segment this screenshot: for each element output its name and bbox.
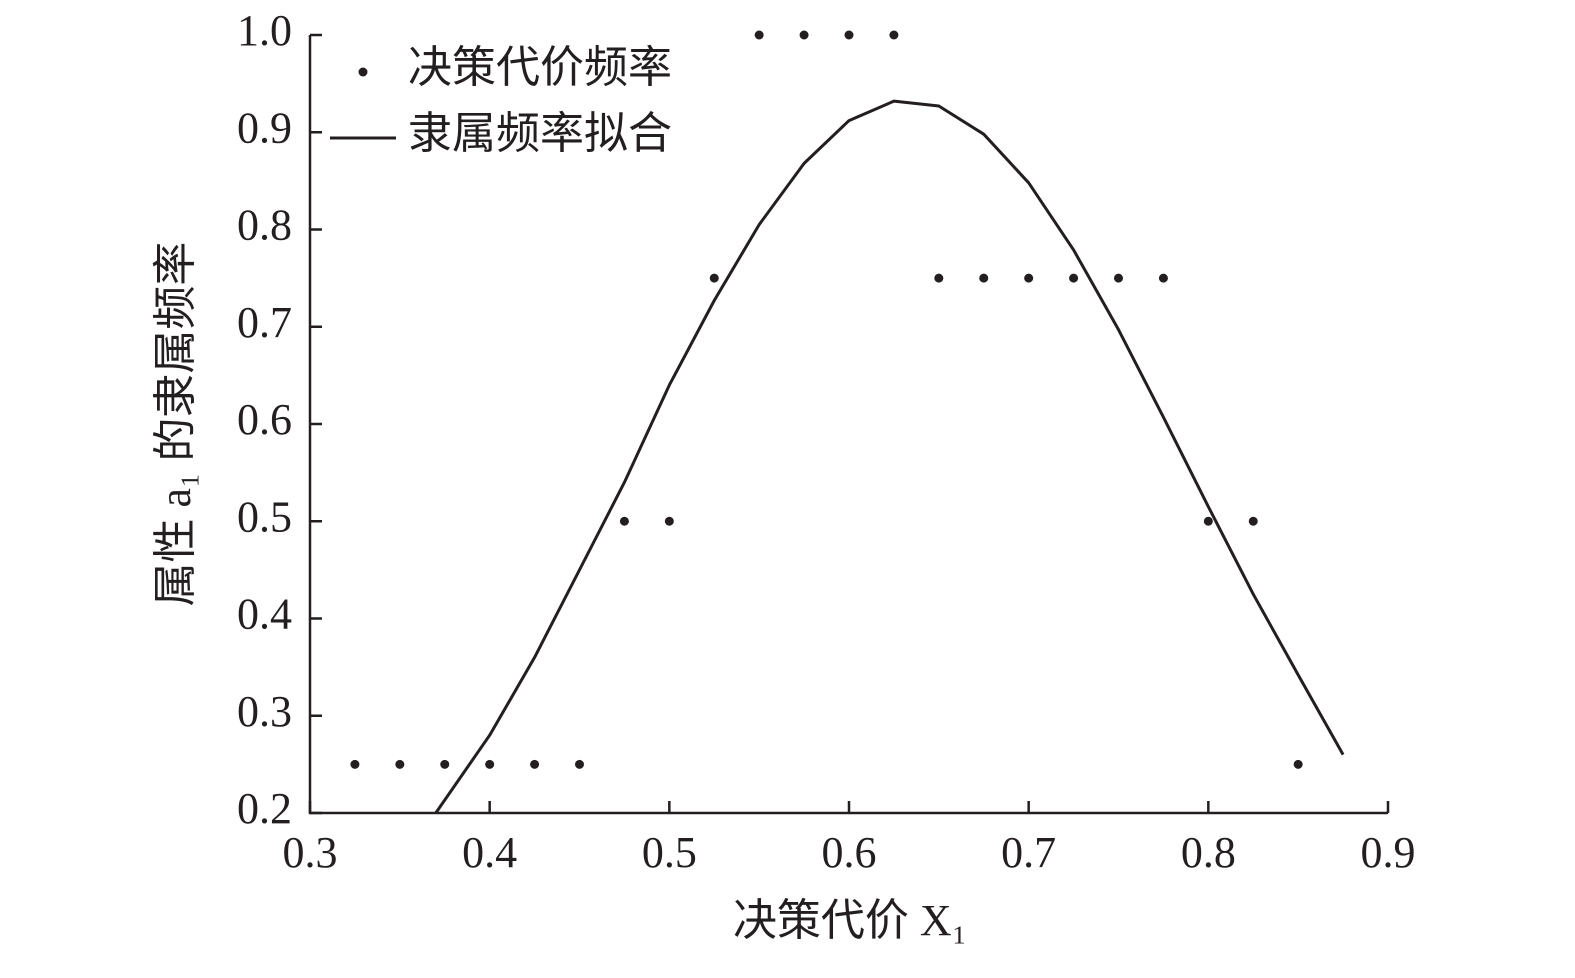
- data-point: [530, 759, 540, 769]
- data-point: [1158, 273, 1168, 283]
- y-axis-label: 属性 a₁ 的隶属频率: [151, 242, 200, 607]
- data-point: [799, 30, 809, 40]
- data-point: [1024, 273, 1034, 283]
- data-point: [575, 759, 584, 769]
- y-tick-label: 0.3: [237, 687, 292, 736]
- y-tick-label: 0.8: [237, 201, 292, 250]
- data-point: [979, 273, 989, 283]
- x-tick-label: 0.5: [642, 828, 697, 877]
- legend-label: 决策代价频率: [408, 43, 672, 92]
- data-point: [889, 30, 899, 40]
- x-axis-label: 决策代价 X₁: [733, 896, 967, 945]
- data-point: [619, 516, 629, 526]
- data-point: [709, 273, 719, 283]
- y-tick-label: 0.2: [237, 784, 292, 833]
- fit-line: [434, 99, 1345, 814]
- x-tick-label: 0.3: [283, 828, 338, 877]
- data-point: [1293, 759, 1303, 769]
- x-tick-label: 0.6: [822, 828, 877, 877]
- data-point: [485, 759, 495, 769]
- y-tick-label: 0.9: [237, 103, 292, 152]
- y-tick-label: 0.6: [237, 395, 292, 444]
- data-point: [350, 759, 360, 769]
- data-point: [395, 759, 405, 769]
- x-tick-label: 0.7: [1001, 828, 1056, 877]
- y-tick-label: 0.7: [237, 298, 292, 347]
- legend-marker: [358, 67, 368, 77]
- data-point: [754, 30, 764, 40]
- x-tick-label: 0.8: [1181, 828, 1236, 877]
- data-point: [844, 30, 854, 40]
- data-point: [1248, 516, 1258, 526]
- data-point: [1069, 273, 1079, 283]
- data-point: [440, 759, 450, 769]
- y-tick-label: 0.5: [237, 492, 292, 541]
- data-point: [934, 273, 944, 283]
- y-tick-label: 0.4: [237, 590, 292, 639]
- x-tick-label: 0.9: [1361, 828, 1416, 877]
- legend-label: 隶属频率拟合: [408, 109, 672, 158]
- data-point: [1203, 516, 1213, 526]
- data-point: [1114, 273, 1123, 283]
- x-tick-label: 0.4: [462, 828, 517, 877]
- y-tick-label: 1.0: [237, 6, 292, 55]
- data-point: [664, 516, 674, 526]
